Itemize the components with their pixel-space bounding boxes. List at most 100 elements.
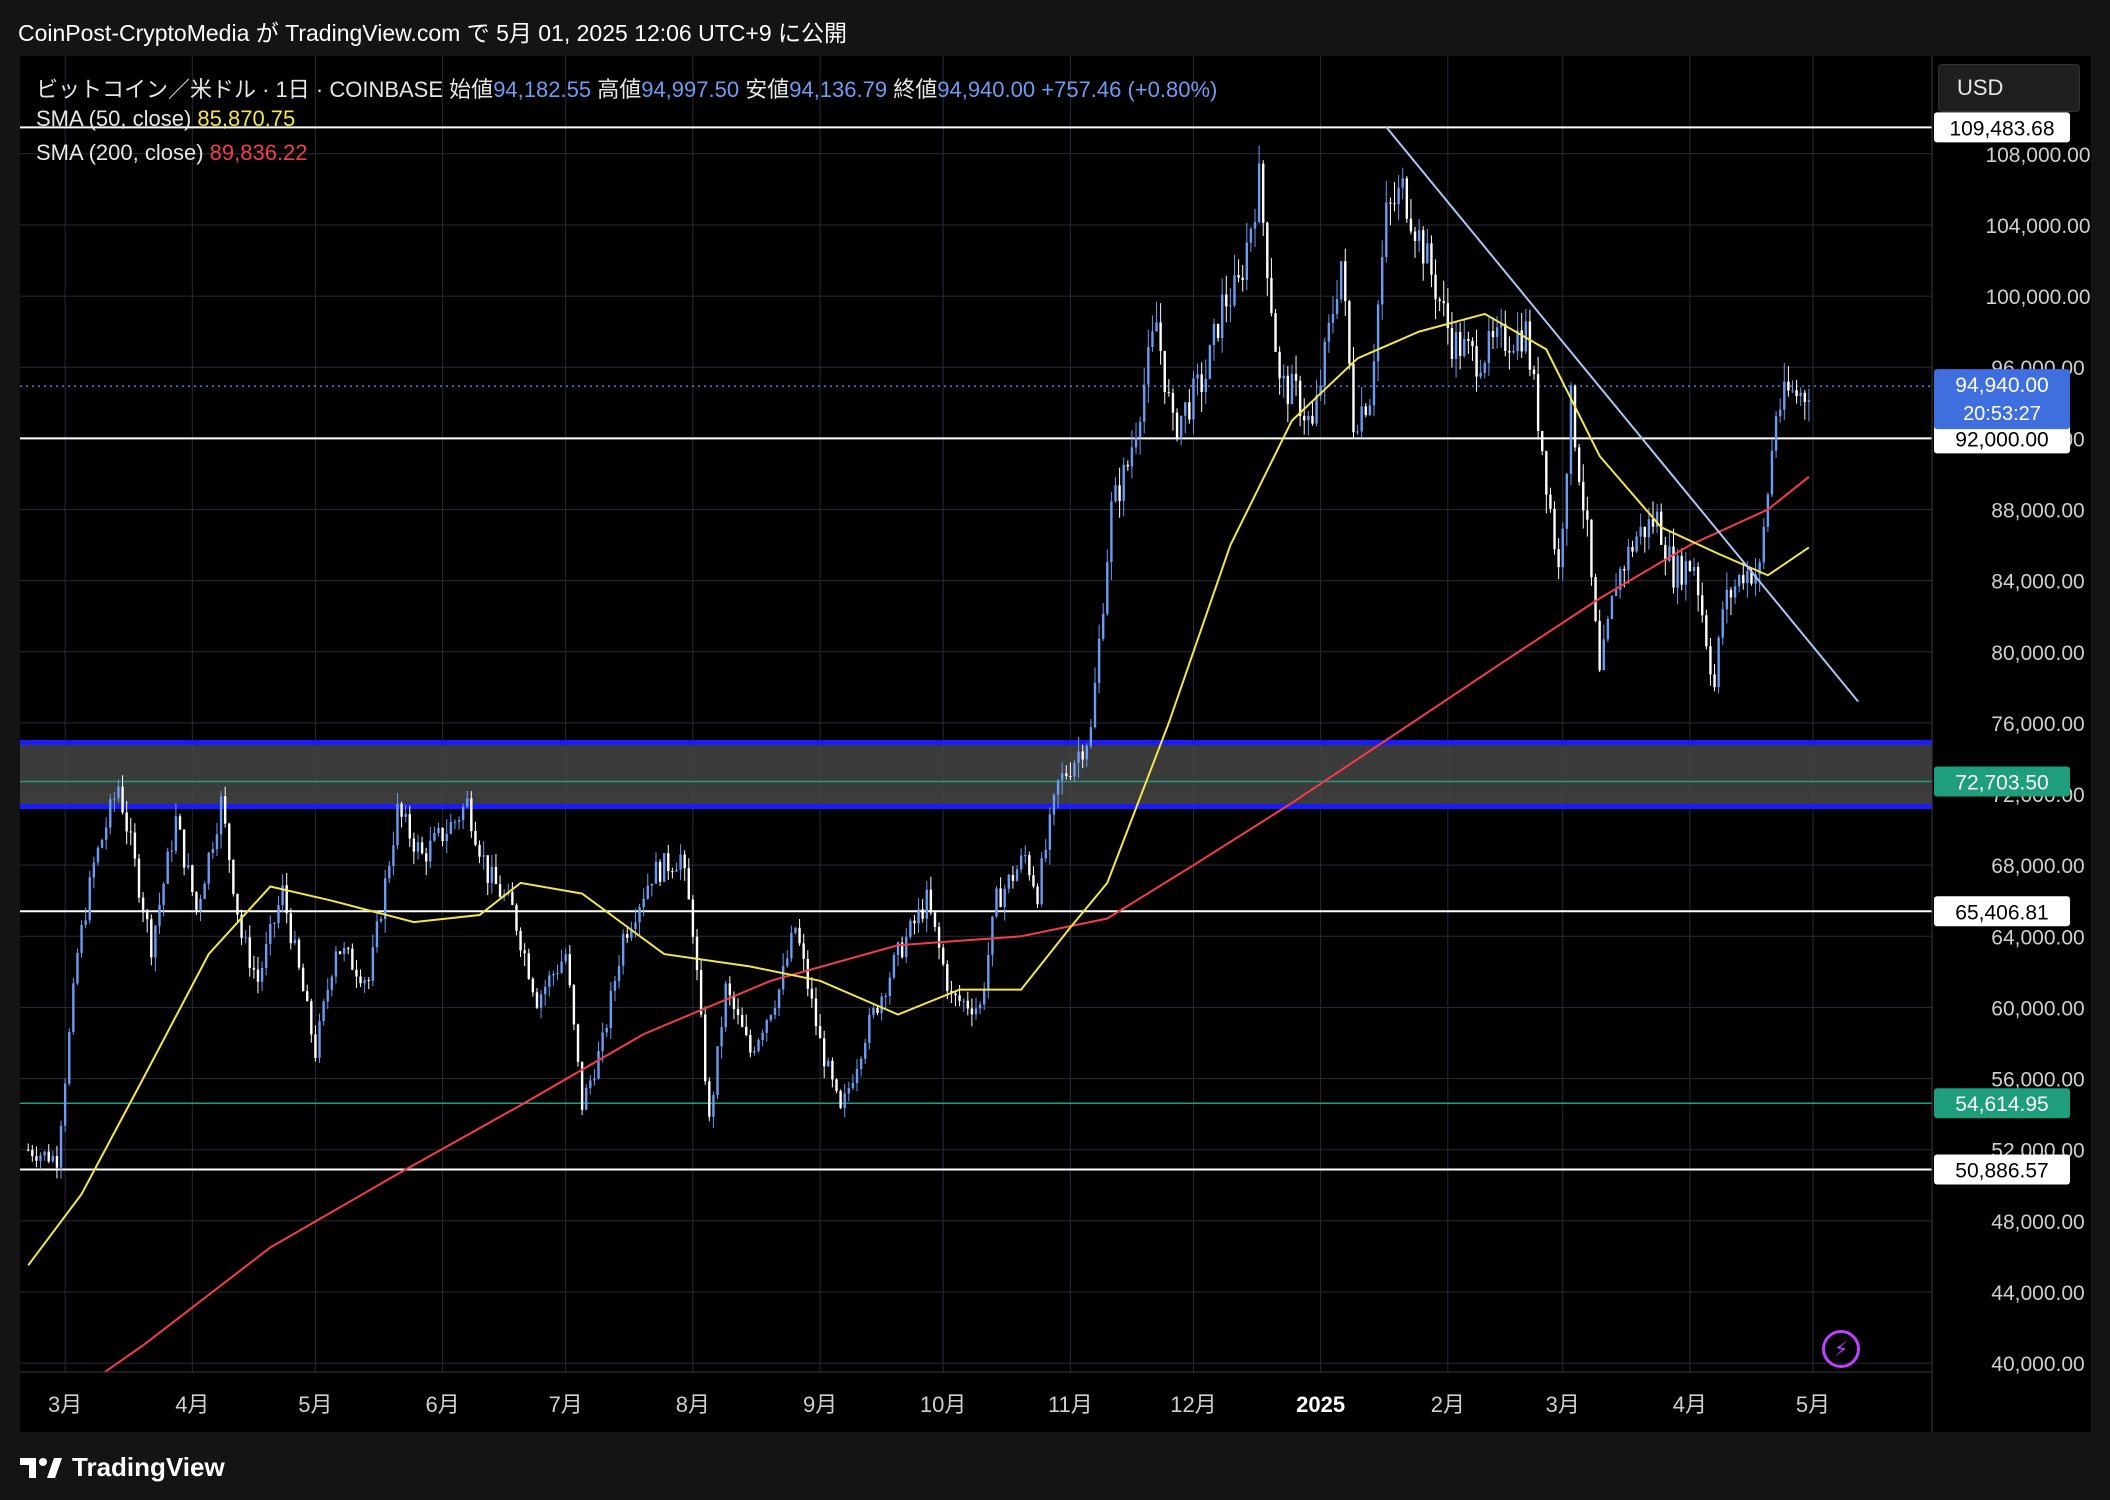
candle-body bbox=[1479, 372, 1482, 377]
countdown-label: 20:53:27 bbox=[1963, 403, 2041, 425]
candle-body bbox=[1060, 773, 1064, 781]
sma50-label: SMA (50, close) bbox=[36, 106, 192, 131]
price-tick-label: 44,000.00 bbox=[1991, 1282, 2084, 1305]
price-tick-label: 100,000.00 bbox=[1985, 286, 2090, 309]
candle-body bbox=[338, 951, 342, 954]
legend-close: 94,940.00 bbox=[937, 77, 1036, 102]
price-level-badge bbox=[1934, 1088, 2070, 1119]
candle-body bbox=[68, 1031, 71, 1084]
candle-body bbox=[1430, 243, 1433, 275]
candle-body bbox=[334, 951, 338, 977]
last-price-label: 94,940.00 bbox=[1955, 374, 2048, 397]
candle-body bbox=[560, 961, 563, 973]
candle-body bbox=[1709, 646, 1712, 675]
candle-body bbox=[1344, 261, 1347, 302]
candle-body bbox=[1422, 230, 1425, 264]
candle-body bbox=[371, 947, 375, 981]
candle-body bbox=[1298, 380, 1302, 416]
candle-body bbox=[1750, 570, 1753, 584]
candle-body bbox=[347, 948, 350, 950]
candle-body bbox=[1241, 277, 1244, 280]
candle-body bbox=[453, 821, 457, 823]
candle-body bbox=[1208, 345, 1212, 379]
candle-body bbox=[765, 1020, 768, 1033]
candle-body bbox=[1073, 762, 1076, 777]
last-price-badge bbox=[1934, 369, 2070, 430]
candle-body bbox=[1696, 567, 1700, 596]
candle-body bbox=[133, 832, 137, 859]
candle-body bbox=[1487, 331, 1491, 363]
candle-body bbox=[753, 1050, 756, 1053]
time-tick-label: 10月 bbox=[920, 1392, 966, 1417]
tradingview-logo[interactable]: TradingView bbox=[20, 1452, 225, 1483]
candle-body bbox=[929, 889, 933, 913]
candle-body bbox=[1220, 294, 1224, 338]
legend-sma50[interactable]: SMA (50, close) 85,870.75 bbox=[36, 106, 295, 132]
candle-body bbox=[1577, 447, 1581, 482]
time-tick-label: 6月 bbox=[425, 1392, 459, 1417]
candle-body bbox=[839, 1090, 842, 1108]
candle-body bbox=[1623, 569, 1626, 571]
candle-body bbox=[814, 998, 818, 1027]
candle-body bbox=[1672, 546, 1675, 588]
candle-body bbox=[884, 996, 887, 998]
currency-button[interactable]: USD bbox=[1938, 64, 2080, 112]
candle-body bbox=[256, 969, 260, 982]
publish-info: CoinPost-CryptoMedia が TradingView.com で… bbox=[18, 20, 847, 46]
candle-body bbox=[585, 1087, 588, 1110]
candle-body bbox=[1602, 639, 1605, 671]
candle-body bbox=[318, 1021, 321, 1058]
candle-body bbox=[182, 829, 186, 868]
legend-close-label: 終値 bbox=[893, 77, 938, 102]
candle-body bbox=[757, 1040, 760, 1051]
candle-body bbox=[88, 877, 91, 921]
candle-body bbox=[1524, 321, 1528, 352]
candle-body bbox=[1339, 261, 1343, 300]
candle-body bbox=[1360, 406, 1363, 432]
candle-body bbox=[1668, 546, 1671, 561]
candle-body bbox=[252, 967, 256, 970]
time-tick-label: 8月 bbox=[676, 1392, 710, 1417]
candle-body bbox=[420, 842, 424, 854]
candle-body bbox=[1635, 536, 1638, 552]
candle-body bbox=[195, 891, 198, 910]
candle-body bbox=[876, 1007, 879, 1013]
candle-body bbox=[699, 970, 703, 1015]
candle-body bbox=[1126, 464, 1130, 467]
candle-body bbox=[675, 869, 678, 872]
candle-body bbox=[1303, 415, 1306, 421]
candle-body bbox=[388, 866, 391, 879]
candle-body bbox=[158, 904, 161, 926]
candle-body bbox=[724, 983, 727, 1028]
candle-body bbox=[412, 838, 416, 852]
candle-body bbox=[621, 934, 625, 966]
price-tick-label: 84,000.00 bbox=[1991, 571, 2084, 594]
candle-body bbox=[170, 850, 174, 852]
candle-body bbox=[355, 969, 358, 977]
candle-body bbox=[490, 866, 494, 883]
candle-body bbox=[433, 833, 436, 841]
price-tick-label: 80,000.00 bbox=[1991, 642, 2084, 665]
candle-body bbox=[1143, 384, 1146, 422]
candle-body bbox=[995, 888, 998, 917]
candle-body bbox=[1065, 773, 1068, 777]
price-tick-label: 64,000.00 bbox=[1991, 926, 2084, 949]
candle-body bbox=[1463, 338, 1466, 357]
sma50-value: 85,870.75 bbox=[197, 106, 296, 131]
legend-sma200[interactable]: SMA (200, close) 89,836.22 bbox=[36, 140, 308, 166]
candle-body bbox=[1758, 562, 1761, 575]
candle-body bbox=[109, 799, 112, 828]
candle-body bbox=[1069, 776, 1072, 778]
candle-body bbox=[1762, 526, 1765, 563]
lightning-icon[interactable]: ⚡ bbox=[1822, 1330, 1860, 1368]
grid-layer bbox=[20, 56, 1932, 1372]
candle-body bbox=[1557, 549, 1560, 568]
time-tick-label: 5月 bbox=[298, 1392, 332, 1417]
candle-body bbox=[31, 1149, 34, 1157]
price-level-badge bbox=[1934, 1154, 2070, 1185]
time-tick-label: 2月 bbox=[1431, 1392, 1465, 1417]
candle-body bbox=[215, 834, 219, 850]
candle-body bbox=[1721, 609, 1724, 638]
candle-body bbox=[962, 1000, 965, 1002]
